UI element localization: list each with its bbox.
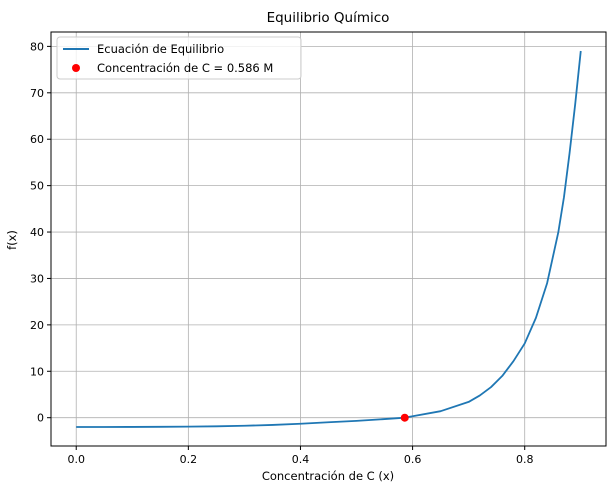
equilibrium-point-marker (400, 413, 409, 422)
y-tick-label: 70 (30, 87, 44, 100)
x-axis-label: Concentración de C (x) (262, 469, 394, 483)
legend-label-point: Concentración de C = 0.586 M (97, 61, 273, 75)
x-axis-ticks: 0.0 0.2 0.4 0.6 0.8 (67, 446, 533, 466)
x-tick-label: 0.4 (292, 453, 310, 466)
plot-frame (50, 31, 607, 447)
x-tick-label: 0.2 (180, 453, 198, 466)
legend: Ecuación de Equilibrio Concentración de … (56, 36, 302, 80)
y-tick-label: 30 (30, 272, 44, 285)
x-tick-label: 0.8 (516, 453, 534, 466)
y-axis-label: f(x) (5, 230, 19, 250)
y-tick-label: 40 (30, 226, 44, 239)
legend-label-line: Ecuación de Equilibrio (97, 42, 224, 56)
y-tick-label: 20 (30, 319, 44, 332)
x-tick-label: 0.0 (67, 453, 85, 466)
equilibrium-curve (76, 50, 582, 428)
chart-title: Equilibrio Químico (267, 10, 390, 26)
x-tick-label: 0.6 (404, 453, 422, 466)
y-axis-ticks: 0 10 20 30 40 50 60 70 80 (30, 40, 51, 425)
y-tick-label: 10 (30, 365, 44, 378)
y-tick-label: 0 (37, 412, 44, 425)
plot-series (76, 50, 582, 428)
legend-box (56, 36, 302, 80)
y-tick-label: 50 (30, 180, 44, 193)
y-tick-label: 80 (30, 40, 44, 53)
legend-marker-swatch (72, 64, 80, 72)
y-tick-label: 60 (30, 133, 44, 146)
grid (51, 32, 606, 446)
